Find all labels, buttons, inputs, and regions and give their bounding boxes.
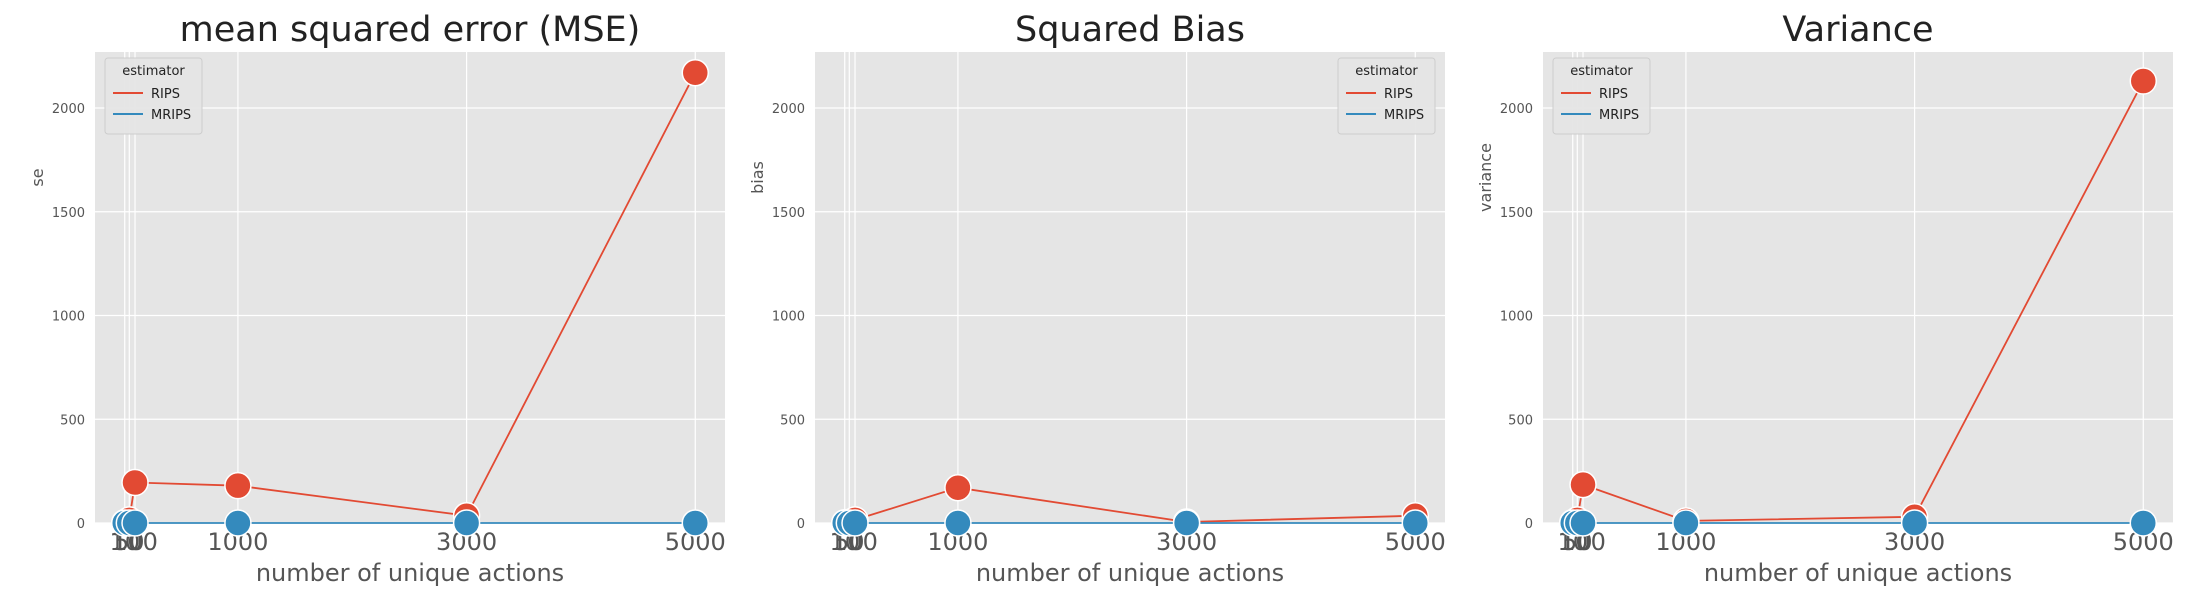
y-tick-label: 500 (1508, 413, 1533, 428)
y-tick-label: 2000 (52, 102, 85, 117)
data-point-rips (944, 473, 972, 502)
x-axis-label: number of unique actions (256, 559, 564, 587)
legend: estimator RIPS MRIPS (104, 57, 203, 135)
legend-label: RIPS (1599, 87, 1628, 102)
y-tick-label: 1000 (52, 310, 85, 325)
data-point-rips (121, 468, 149, 497)
y-axis-label: variance (1476, 143, 1495, 212)
y-tick-label: 1000 (772, 310, 805, 325)
data-point-mrips (452, 509, 481, 537)
y-tick-label: 1500 (772, 206, 805, 221)
legend-label: MRIPS (1384, 108, 1424, 123)
data-point-mrips (681, 509, 710, 537)
y-tick-label: 1500 (52, 206, 85, 221)
data-point-mrips (1672, 509, 1700, 537)
data-point-rips (1569, 470, 1597, 499)
legend: estimator RIPS MRIPS (1337, 57, 1436, 135)
data-point-mrips (224, 509, 252, 537)
y-tick-label: 2000 (772, 102, 805, 117)
y-tick-label: 0 (797, 517, 805, 532)
chart-title: mean squared error (MSE) (180, 10, 641, 50)
data-point-mrips (2129, 509, 2158, 537)
legend-label: RIPS (151, 87, 180, 102)
chart-title: Variance (1782, 10, 1933, 50)
y-tick-label: 500 (60, 413, 85, 428)
y-tick-label: 500 (780, 413, 805, 428)
data-point-rips (2129, 67, 2158, 95)
data-point-mrips (1172, 509, 1201, 537)
y-tick-label: 1500 (1500, 206, 1533, 221)
data-point-mrips (1401, 509, 1430, 537)
legend-title: estimator (122, 64, 185, 79)
legend-title: estimator (1355, 64, 1418, 79)
y-axis-label: bias (748, 161, 767, 194)
y-tick-label: 0 (1525, 517, 1533, 532)
data-point-mrips (121, 509, 149, 537)
legend-label: RIPS (1384, 87, 1413, 102)
legend-label: MRIPS (1599, 108, 1639, 123)
legend-title: estimator (1570, 64, 1633, 79)
data-point-mrips (944, 509, 972, 537)
chart-title: Squared Bias (1015, 10, 1245, 50)
data-point-mrips (1900, 509, 1929, 537)
y-axis-label: se (28, 168, 47, 186)
x-axis-label: number of unique actions (1704, 559, 2012, 587)
y-tick-label: 0 (77, 517, 85, 532)
x-axis-label: number of unique actions (976, 559, 1284, 587)
y-tick-label: 2000 (1500, 102, 1533, 117)
data-point-rips (224, 471, 252, 500)
data-point-rips (681, 58, 710, 87)
legend-label: MRIPS (151, 108, 191, 123)
data-point-mrips (841, 509, 869, 537)
y-tick-label: 1000 (1500, 310, 1533, 325)
data-point-mrips (1569, 509, 1597, 537)
legend: estimator RIPS MRIPS (1552, 57, 1651, 135)
